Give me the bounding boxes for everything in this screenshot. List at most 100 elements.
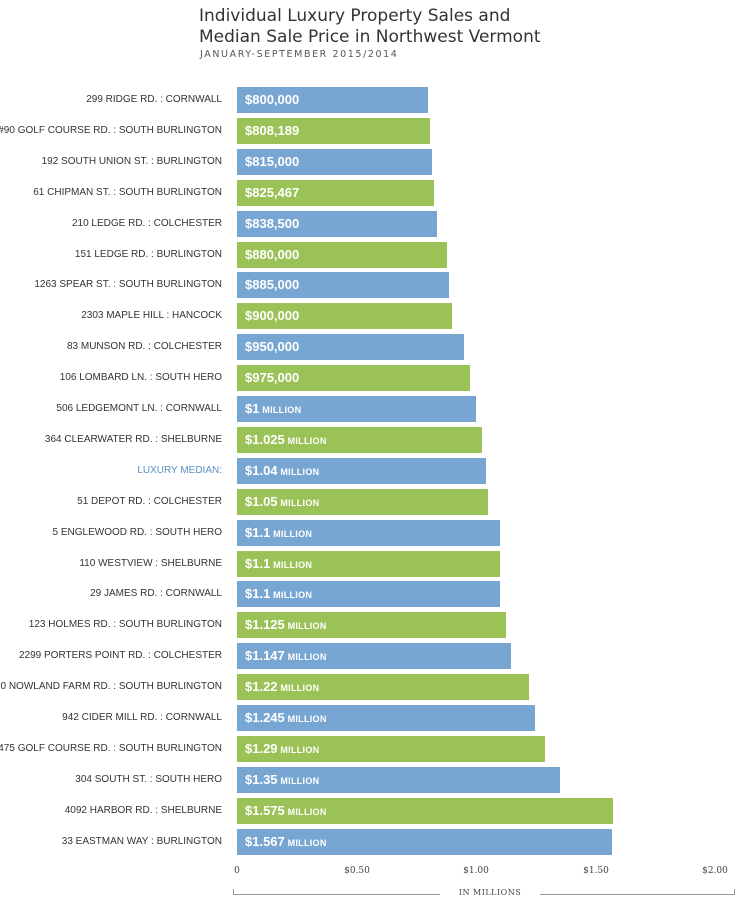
bar-value: $1.125 <box>245 617 285 632</box>
bar-value: $815,000 <box>245 154 300 169</box>
category-label: 29 JAMES RD. : CORNWALL <box>90 588 222 599</box>
category-label: 304 SOUTH ST. : SOUTH HERO <box>75 774 222 785</box>
bar: $825,467 <box>237 180 434 206</box>
x-axis-cap-right <box>734 889 735 895</box>
bar-value: $1.575 <box>245 803 285 818</box>
bar-value: $1.04 <box>245 463 278 478</box>
category-label: 210 LEDGE RD. : COLCHESTER <box>71 218 222 229</box>
bar-value-unit: MILLION <box>277 776 320 786</box>
bar-value: $1.245 <box>245 710 285 725</box>
bar-value-label: $900,000 <box>245 303 299 329</box>
bar-value-label: $1.125 MILLION <box>245 612 327 639</box>
bar-value-unit: MILLION <box>270 529 313 539</box>
category-label: 2299 PORTERS POINT RD. : COLCHESTER <box>18 650 222 661</box>
bar-value: $1.29 <box>245 741 278 756</box>
category-label: 123 HOLMES RD. : SOUTH BURLINGTON <box>28 619 222 630</box>
category-label: 1263 SPEAR ST. : SOUTH BURLINGTON <box>34 279 222 290</box>
bar-value-label: $1.35 MILLION <box>245 767 319 794</box>
bar: $1.22 MILLION <box>237 674 529 700</box>
chart-title: Individual Luxury Property Sales and Med… <box>199 6 541 48</box>
bar-value-label: $1.1 MILLION <box>245 551 312 578</box>
bar-value-unit: MILLION <box>277 467 320 477</box>
bar: $800,000 <box>237 87 428 113</box>
bar-value-label: $1.147 MILLION <box>245 643 327 670</box>
bar-value: $1 <box>245 401 260 416</box>
bar-value-label: $808,189 <box>245 118 299 144</box>
bar-value-label: $1.575 MILLION <box>245 798 327 825</box>
bar-value-label: $975,000 <box>245 365 299 391</box>
bar: $1.05 MILLION <box>237 489 488 515</box>
bar-value: $900,000 <box>245 308 300 323</box>
bar-value-unit: MILLION <box>284 436 327 446</box>
x-tick-label: $1.00 <box>463 866 489 876</box>
bar-value-unit: MILLION <box>277 498 320 508</box>
chart-subtitle: JANUARY-SEPTEMBER 2015/2014 <box>200 49 399 60</box>
bar-value-label: $1.04 MILLION <box>245 458 319 485</box>
category-label: 670 NOWLAND FARM RD. : SOUTH BURLINGTON <box>0 681 222 692</box>
bar-value-label: $1.245 MILLION <box>245 705 327 732</box>
bar: $1.575 MILLION <box>237 798 613 824</box>
bar: $1.29 MILLION <box>237 736 545 762</box>
category-label: 5 ENGLEWOOD RD. : SOUTH HERO <box>52 527 222 538</box>
category-label: 83 MUNSON RD. : COLCHESTER <box>66 341 222 352</box>
bar-value: $975,000 <box>245 370 300 385</box>
x-tick-label: 0 <box>234 866 240 876</box>
bar: $1.147 MILLION <box>237 643 511 669</box>
category-label: 33 EASTMAN WAY : BURLINGTON <box>61 836 222 847</box>
category-label: 2303 MAPLE HILL : HANCOCK <box>81 310 222 321</box>
x-tick-label: $2.00 <box>702 866 728 876</box>
bar-value-unit: MILLION <box>284 838 327 848</box>
bar-value-unit: MILLION <box>284 714 327 724</box>
chart-title-line-1: Individual Luxury Property Sales and <box>199 6 511 26</box>
category-label: 299 RIDGE RD. : CORNWALL <box>86 94 222 105</box>
bar-value: $1.025 <box>245 432 285 447</box>
x-tick-label: $0.50 <box>344 866 370 876</box>
bar-value-label: $1.29 MILLION <box>245 736 319 763</box>
bar: $950,000 <box>237 334 464 360</box>
bar: $880,000 <box>237 242 447 268</box>
bar-value: $885,000 <box>245 277 300 292</box>
bar-value-unit: MILLION <box>284 652 327 662</box>
bar-value-label: $825,467 <box>245 180 299 206</box>
bar-value: $880,000 <box>245 247 300 262</box>
bar: $1.025 MILLION <box>237 427 482 453</box>
category-label: 110 WESTVIEW : SHELBURNE <box>79 558 222 569</box>
bar-value-unit: MILLION <box>270 590 313 600</box>
bar: $815,000 <box>237 149 432 175</box>
chart-title-line-2: Median Sale Price in Northwest Vermont <box>199 27 541 47</box>
bar: $1.1 MILLION <box>237 551 500 577</box>
bar-value: $950,000 <box>245 339 300 354</box>
category-label: 475 GOLF COURSE RD. : SOUTH BURLINGTON <box>0 743 222 754</box>
category-label: 364 CLEARWATER RD. : SHELBURNE <box>44 434 222 445</box>
bar: $900,000 <box>237 303 452 329</box>
category-label: LOT #90 GOLF COURSE RD. : SOUTH BURLINGT… <box>0 125 222 136</box>
bar-value: $825,467 <box>245 185 300 200</box>
category-label: 4092 HARBOR RD. : SHELBURNE <box>64 805 222 816</box>
category-label: 106 LOMBARD LN. : SOUTH HERO <box>59 372 222 383</box>
category-label: 192 SOUTH UNION ST. : BURLINGTON <box>41 156 222 167</box>
bar-value-label: $1.05 MILLION <box>245 489 319 516</box>
bar-value-unit: MILLION <box>284 621 327 631</box>
bar: $885,000 <box>237 272 449 298</box>
bar-value-unit: MILLION <box>277 683 320 693</box>
category-label: 151 LEDGE RD. : BURLINGTON <box>74 249 222 260</box>
bar-value: $1.147 <box>245 648 285 663</box>
bar-value-unit: MILLION <box>270 560 313 570</box>
bar: $838,500 <box>237 211 437 237</box>
bar-value-unit: MILLION <box>259 405 302 415</box>
bar: $1.1 MILLION <box>237 581 500 607</box>
bar-value: $1.22 <box>245 679 278 694</box>
bar: $975,000 <box>237 365 470 391</box>
bar-value: $838,500 <box>245 216 300 231</box>
bar: $1 MILLION <box>237 396 476 422</box>
category-label: 61 CHIPMAN ST. : SOUTH BURLINGTON <box>33 187 222 198</box>
bar-value-unit: MILLION <box>284 807 327 817</box>
category-label: 942 CIDER MILL RD. : CORNWALL <box>62 712 222 723</box>
bar-value-unit: MILLION <box>277 745 320 755</box>
bar-value: $1.567 <box>245 834 285 849</box>
x-axis-cap-left <box>233 889 234 895</box>
x-axis-label: IN MILLIONS <box>440 888 540 897</box>
bar-value-label: $950,000 <box>245 334 299 360</box>
bar-value: $1.1 <box>245 525 271 540</box>
bar: $1.125 MILLION <box>237 612 506 638</box>
